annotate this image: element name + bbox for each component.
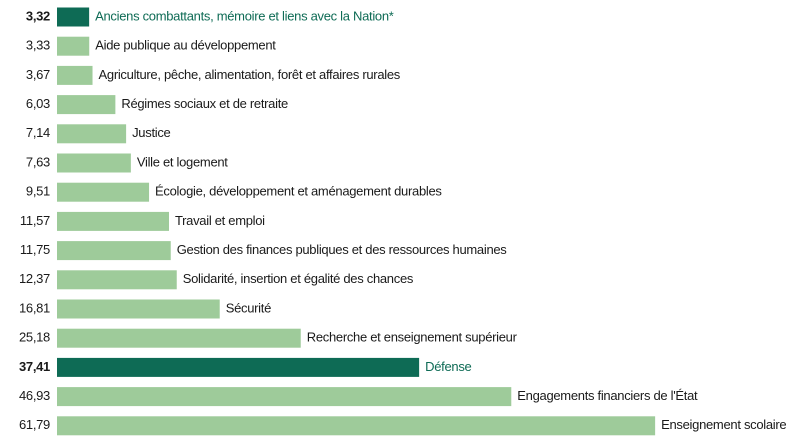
value-label: 37,41: [19, 359, 50, 374]
category-label: Justice: [132, 125, 170, 140]
category-label: Gestion des finances publiques et des re…: [177, 242, 508, 257]
bar: [57, 36, 90, 56]
bar: [57, 211, 169, 231]
value-label: 7,14: [26, 125, 50, 140]
bar: [57, 416, 656, 436]
bar: [57, 7, 90, 27]
bar: [57, 328, 301, 348]
value-label: 11,75: [20, 242, 50, 257]
bar: [57, 65, 93, 85]
bar: [57, 182, 150, 202]
bar: [57, 387, 512, 407]
category-label: Écologie, développement et aménagement d…: [155, 184, 442, 199]
bar: [57, 270, 177, 290]
bar: [57, 299, 220, 319]
bar: [57, 153, 131, 173]
value-label: 9,51: [26, 184, 50, 199]
category-label: Anciens combattants, mémoire et liens av…: [95, 8, 394, 23]
value-label: 46,93: [19, 388, 50, 403]
value-label: 11,57: [20, 213, 50, 228]
bar: [57, 124, 127, 144]
bar: [57, 95, 116, 115]
category-label: Sécurité: [226, 300, 271, 315]
value-label: 16,81: [19, 300, 50, 315]
category-label: Agriculture, pêche, alimentation, forêt …: [99, 67, 401, 82]
category-label: Ville et logement: [137, 154, 228, 169]
category-label: Recherche et enseignement supérieur: [307, 330, 518, 345]
category-label: Aide publique au développement: [95, 38, 276, 53]
bar: [57, 357, 420, 377]
value-label: 3,33: [26, 38, 50, 53]
value-label: 3,32: [26, 8, 50, 23]
category-label: Enseignement scolaire: [661, 417, 786, 432]
value-label: 25,18: [19, 330, 50, 345]
value-label: 6,03: [26, 96, 50, 111]
category-label: Défense: [425, 359, 471, 374]
category-label: Solidarité, insertion et égalité des cha…: [183, 271, 414, 286]
bar: [57, 241, 171, 261]
value-label: 61,79: [19, 417, 50, 432]
value-label: 3,67: [26, 67, 50, 82]
category-label: Engagements financiers de l'État: [517, 388, 698, 403]
value-label: 7,63: [26, 154, 50, 169]
category-label: Régimes sociaux et de retraite: [121, 96, 288, 111]
value-label: 12,37: [19, 271, 50, 286]
category-label: Travail et emploi: [175, 213, 265, 228]
